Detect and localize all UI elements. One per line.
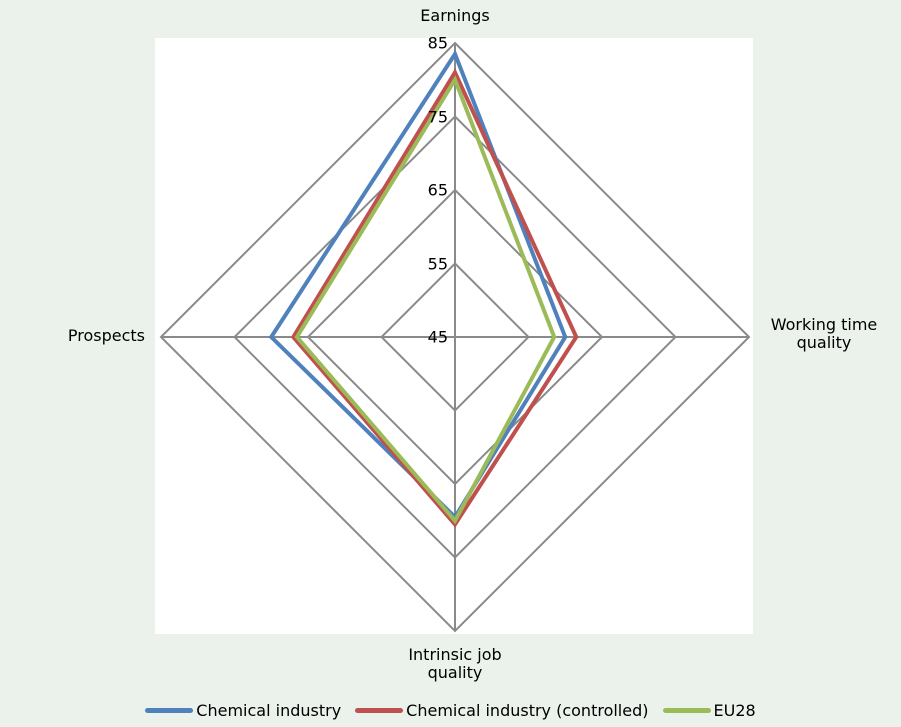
series-line-eu28 — [294, 75, 557, 525]
legend-item-eu28: EU28 — [662, 700, 756, 720]
legend-label-eu28: EU28 — [713, 700, 756, 720]
legend-label-chemical-industry: Chemical industry — [196, 700, 342, 720]
legend-swatch-chemical-industry-controlled — [355, 707, 404, 713]
axis-label-earnings: Earnings — [420, 6, 490, 25]
legend-label-chemical-industry-controlled: Chemical industry (controlled) — [406, 700, 649, 720]
legend-item-chemical-industry: Chemical industry — [145, 701, 341, 720]
legend-swatch-chemical-industry — [145, 707, 194, 713]
axis-label-working-time-quality: Working time quality — [770, 315, 878, 352]
tick-label-75: 75 — [427, 107, 448, 126]
axis-label-intrinsic-job-quality: Intrinsic job quality — [408, 645, 502, 682]
tick-label-85: 85 — [427, 33, 448, 53]
tick-label-65: 65 — [427, 180, 448, 200]
legend-swatch-eu28 — [662, 707, 711, 713]
chart-legend: Chemical industry Chemical industry (con… — [0, 698, 901, 722]
tick-label-55: 55 — [427, 254, 448, 273]
legend-item-chemical-industry-controlled: Chemical industry (controlled) — [355, 700, 649, 720]
series-line-chemical-industry-controlled — [290, 68, 579, 528]
axis-label-prospects: Prospects — [67, 326, 145, 345]
tick-label-45: 45 — [427, 327, 448, 347]
